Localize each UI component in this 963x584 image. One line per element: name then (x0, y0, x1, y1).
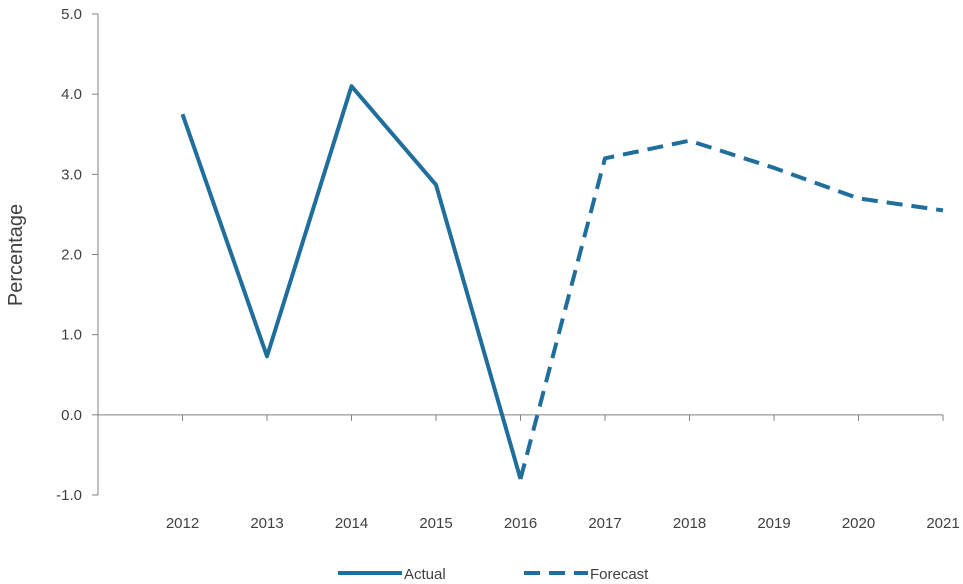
legend: Actual Forecast (338, 566, 649, 583)
legend-label-actual: Actual (404, 566, 446, 583)
y-tick-label: 5.0 (61, 6, 82, 23)
legend-label-forecast: Forecast (590, 566, 649, 583)
y-tick-label: 0.0 (61, 407, 82, 424)
x-tick-label: 2013 (250, 515, 283, 532)
y-axis: -1.0 0.0 1.0 2.0 3.0 4.0 5.0 (56, 6, 99, 504)
y-tick-label: -1.0 (56, 487, 82, 504)
x-axis: 2012 2013 2014 2015 2016 2017 2018 2019 2020 2021 (98, 414, 960, 532)
x-tick-label: 2016 (504, 515, 537, 532)
x-tick-label: 2018 (673, 515, 706, 532)
x-tick-label: 2020 (842, 515, 875, 532)
y-tick-label: 2.0 (61, 247, 82, 264)
y-axis-title: Percentage (5, 204, 27, 306)
y-tick-label: 3.0 (61, 166, 82, 183)
series-layer (180, 84, 944, 480)
x-tick-label: 2017 (588, 515, 621, 532)
y-tick-label: 1.0 (61, 327, 82, 344)
x-tick-label: 2014 (335, 515, 368, 532)
x-tick-label: 2015 (419, 515, 452, 532)
series-line-forecast (518, 138, 944, 480)
x-tick-label: 2021 (926, 515, 959, 532)
series-line-actual (180, 84, 523, 480)
x-tick-label: 2012 (166, 515, 199, 532)
y-tick-label: 4.0 (61, 86, 82, 103)
x-tick-label: 2019 (757, 515, 790, 532)
